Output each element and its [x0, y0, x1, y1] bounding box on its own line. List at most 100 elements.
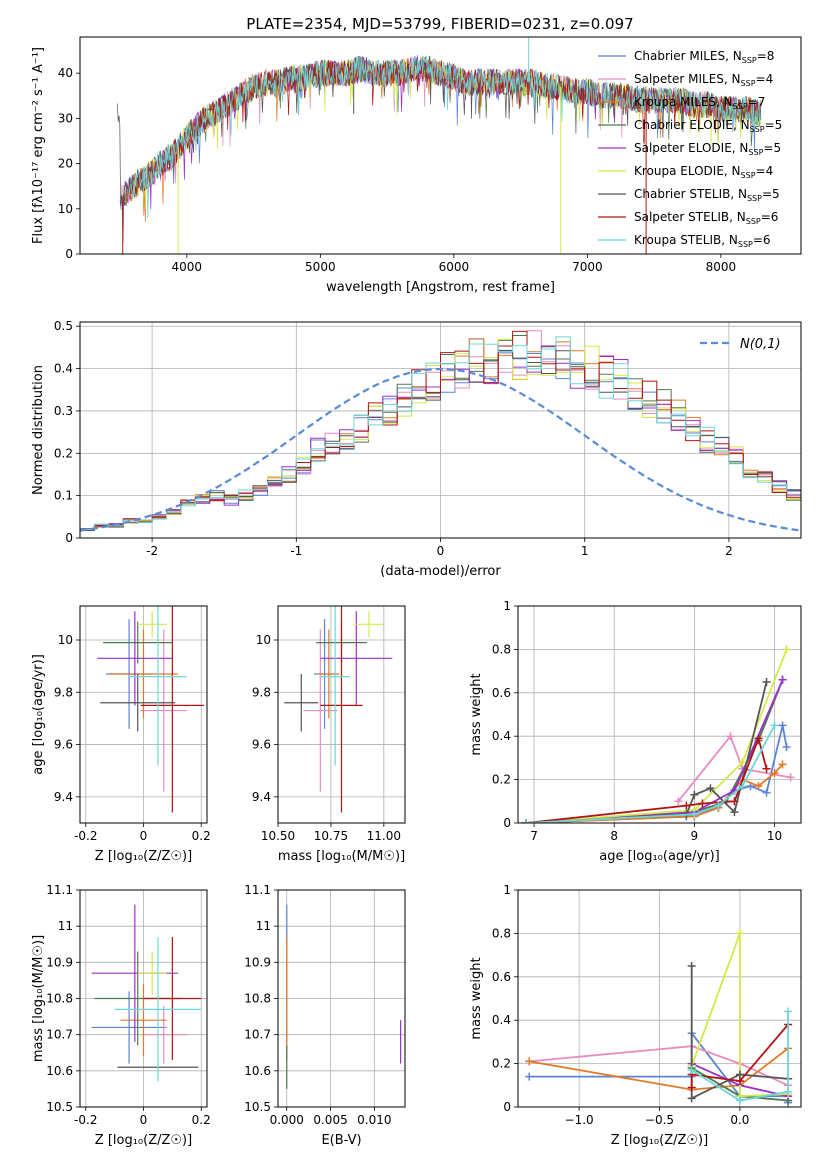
legend: N(0,1)	[700, 337, 781, 352]
y-tick-label: 1	[503, 599, 511, 613]
spectrum-series	[127, 57, 761, 203]
y-tick-label: 10.7	[244, 1028, 271, 1042]
weight-series	[525, 649, 788, 823]
x-tick-label: 0.005	[313, 1113, 347, 1127]
histogram-series	[80, 336, 801, 534]
y-tick-label: 9.8	[252, 685, 271, 699]
plus-marker	[674, 797, 683, 806]
plot-area	[91, 904, 202, 1082]
y-tick-label: 10.8	[244, 992, 271, 1006]
plus-marker	[762, 764, 771, 773]
x-tick-label: 5000	[305, 260, 336, 274]
plus-marker	[714, 801, 723, 810]
errorbar-point	[137, 951, 167, 995]
weight-series	[690, 1023, 789, 1088]
y-tick-label: 0.8	[492, 642, 511, 656]
weight-series	[525, 724, 776, 823]
legend-entry: Salpeter ELODIE, NSSP=5	[634, 141, 781, 157]
plus-marker	[730, 808, 739, 817]
plus-marker	[730, 797, 739, 806]
errorbar-point	[120, 984, 167, 1057]
y-tick-label: 30	[58, 111, 73, 125]
x-tick-label: 6000	[439, 260, 470, 274]
errorbar-point	[103, 621, 173, 664]
y-tick-label: 9.8	[54, 685, 73, 699]
errorbar-point	[140, 1005, 187, 1064]
errorbar-point	[91, 991, 167, 1064]
y-tick-label: 0	[503, 1100, 511, 1114]
plus-marker	[738, 758, 747, 767]
legend-entry: Kroupa STELIB, NSSP=6	[634, 233, 771, 249]
plus-marker	[735, 1096, 744, 1105]
y-tick-label: 11.1	[244, 883, 271, 897]
plus-marker	[770, 721, 779, 730]
errorbar-point	[97, 611, 173, 706]
x-tick-label: -0.2	[74, 829, 97, 843]
y-tick-label: 0.4	[492, 729, 511, 743]
plus-marker	[770, 769, 779, 778]
y-tick-label: 0	[503, 816, 511, 830]
plot-panels: 4000 5000 6000 7000 8000010203040wavelength …	[31, 36, 802, 1148]
y-tick-label: 10.9	[244, 955, 271, 969]
chart-weight-vs-age: 7 8 9 10 0 0.2 0.4 0.6 0.8 1 age [log₁₀(age/yr)] ma…	[469, 599, 802, 864]
x-tick-label: 2	[725, 544, 733, 558]
histogram-series	[80, 349, 801, 534]
x-tick-label: 0.000	[270, 1113, 304, 1127]
plus-marker	[762, 788, 771, 797]
errorbar-point	[137, 611, 167, 638]
y-tick-label: 0.6	[492, 970, 511, 984]
x-axis-label: Z [log₁₀(Z/Z☉)]	[611, 1133, 708, 1148]
y-tick-label: 0	[65, 247, 73, 261]
y-axis-label: mass weight	[469, 673, 484, 755]
legend-entry: Chabrier STELIB, NSSP=5	[634, 187, 780, 203]
x-tick-label: 0.2	[192, 1113, 211, 1127]
errorbar-point	[114, 937, 202, 1082]
axes-frame	[79, 605, 208, 824]
weight-series	[691, 1011, 789, 1102]
errorbar-point	[129, 606, 187, 766]
axes-frame	[79, 889, 208, 1108]
y-tick-label: 0.2	[54, 446, 73, 460]
y-tick-label: 0	[65, 531, 73, 545]
y-axis-label: mass weight	[469, 957, 484, 1039]
y-tick-label: 0.3	[54, 404, 73, 418]
axes-frame	[79, 321, 802, 539]
x-tick-label: 7000	[572, 260, 603, 274]
y-tick-label: 10.8	[46, 992, 73, 1006]
y-tick-label: 9.6	[54, 738, 73, 752]
legend-entry: N(0,1)	[740, 337, 781, 352]
plus-marker	[522, 819, 531, 823]
plus-marker	[782, 743, 791, 752]
y-axis-label: age [log₁₀(age/yr)]	[31, 654, 46, 775]
plus-marker	[687, 1094, 696, 1103]
x-tick-label: 10	[767, 829, 782, 843]
x-tick-label: −1.0	[565, 1113, 594, 1127]
plus-marker	[754, 734, 763, 743]
chart-mass-vs-ebv: 0.000 0.005 0.010 10.5 10.6 10.7 10.8 10.9 11 11.…	[244, 883, 406, 1148]
y-tick-label: 0.5	[54, 319, 73, 333]
plot-area	[286, 904, 402, 1089]
errorbar-point	[140, 629, 187, 792]
x-tick-label: 4000	[172, 260, 203, 274]
x-axis-label: E(B-V)	[321, 1133, 361, 1148]
y-tick-label: 9.4	[252, 790, 271, 804]
normal-curve	[80, 367, 801, 532]
x-tick-label: 10.75	[314, 829, 348, 843]
plus-marker	[735, 1076, 744, 1085]
y-tick-label: 0.2	[492, 1057, 511, 1071]
spectrum-series	[128, 55, 762, 219]
chart-spectrum: 4000 5000 6000 7000 8000 0 10 20 30 40 wavelength …	[31, 36, 802, 295]
x-tick-label: −0.5	[645, 1113, 674, 1127]
histogram-series	[80, 335, 801, 534]
y-tick-label: 0.4	[492, 1013, 511, 1027]
y-tick-label: 11	[58, 919, 73, 933]
plus-marker	[698, 799, 707, 808]
axes-frame	[79, 36, 802, 255]
y-tick-label: 0.4	[54, 362, 73, 376]
x-axis-label: Z [log₁₀(Z/Z☉)]	[95, 1133, 192, 1148]
plus-marker	[762, 677, 771, 686]
errorbar-point	[354, 611, 384, 638]
y-axis-label: Normed distribution	[31, 365, 46, 495]
plus-marker	[784, 1007, 793, 1016]
